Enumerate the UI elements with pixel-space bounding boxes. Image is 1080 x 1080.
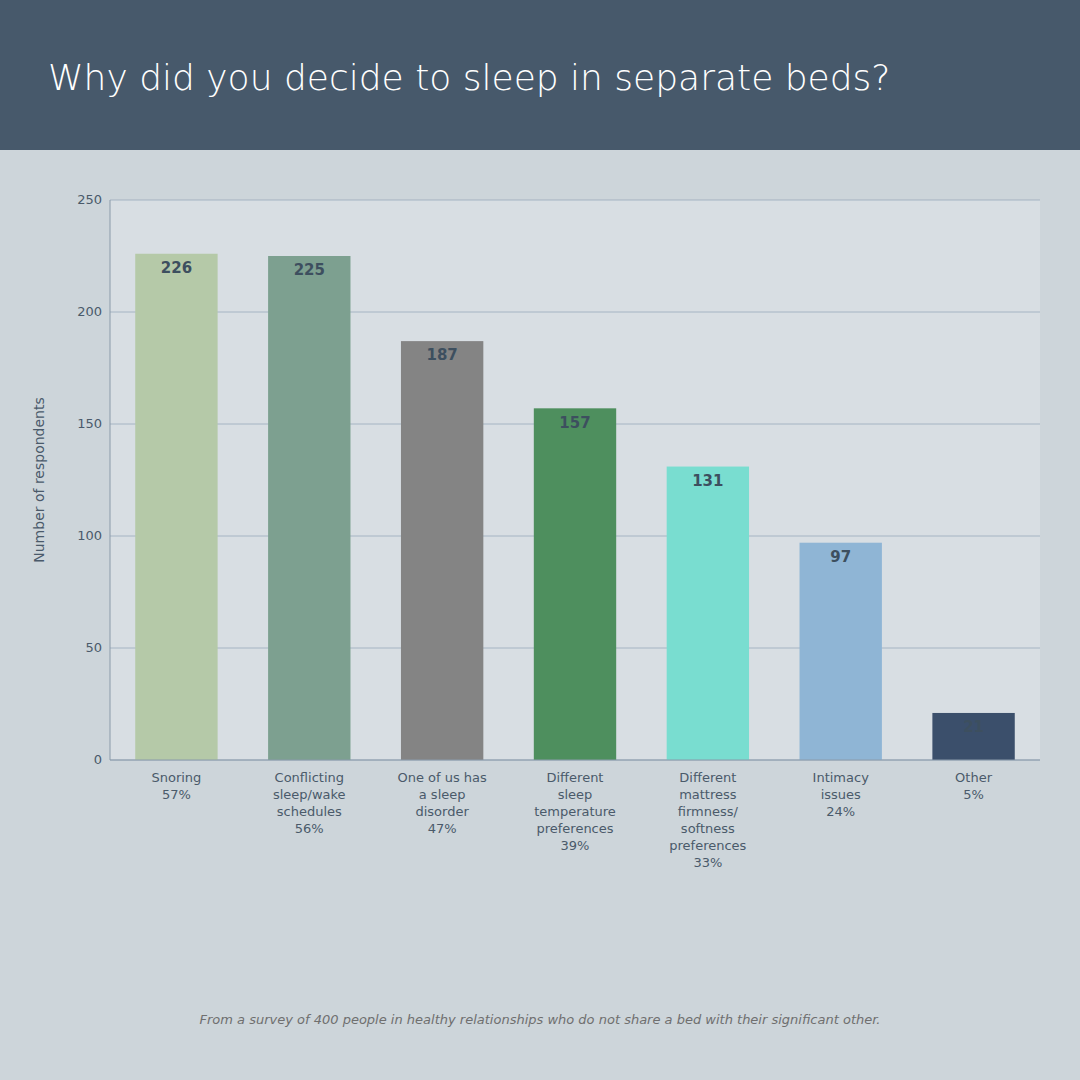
x-tick-label-line: Different [547, 770, 604, 785]
x-tick-label-line: Intimacy [813, 770, 870, 785]
y-tick-label: 0 [94, 752, 102, 767]
x-tick-label-line: firmness/ [678, 804, 739, 819]
bar [135, 254, 217, 760]
bar [800, 543, 882, 760]
x-tick-label-line: 24% [826, 804, 855, 819]
x-tick-label-line: mattress [679, 787, 737, 802]
x-tick-label: One of us has a sleep disorder 47% [397, 770, 487, 836]
x-tick-label-line: a sleep [419, 787, 466, 802]
chart: Why did you decide to sleep in separate … [0, 0, 1080, 1080]
x-tick-label-line: disorder [415, 804, 469, 819]
data-label: 187 [426, 346, 457, 364]
grid-line [110, 760, 1040, 761]
x-tick-label-line: Conflicting [275, 770, 344, 785]
plot-area [110, 200, 1040, 760]
bar [401, 341, 483, 760]
bar [268, 256, 350, 760]
x-tick-label-line: 47% [428, 821, 457, 836]
x-tick-label-line: Different [679, 770, 736, 785]
x-tick-label: Other 5% [955, 770, 993, 802]
bar [534, 408, 616, 760]
y-tick-label: 150 [77, 416, 102, 431]
x-tick-label-line: 56% [295, 821, 324, 836]
grid [110, 200, 1040, 760]
x-tick-label-line: 57% [162, 787, 191, 802]
x-tick-label-line: One of us has [397, 770, 487, 785]
y-axis-line [110, 200, 111, 760]
x-tick-label-line: Other [955, 770, 993, 785]
x-tick-label: Snoring 57% [151, 770, 201, 802]
grid-line [110, 312, 1040, 313]
x-tick-labels: Snoring 57% Conflicting sleep/wake schedules… [151, 770, 992, 870]
x-tick-label: Different mattress firmness/softness prefer… [669, 770, 746, 870]
x-tick-label-line: preferences [669, 838, 746, 853]
title-banner [0, 0, 1080, 150]
y-tick-label: 100 [77, 528, 102, 543]
x-tick-label-line: issues [821, 787, 861, 802]
x-tick-label-line: preferences [536, 821, 613, 836]
background [0, 0, 1080, 1080]
grid-line [110, 200, 1040, 201]
x-tick-label-line: sleep [558, 787, 593, 802]
x-tick-label-line: 33% [693, 855, 722, 870]
data-label: 131 [692, 472, 723, 490]
data-labels: 226 225 187 157 131 97 21 [161, 259, 984, 736]
title: Why did you decide to sleep in separate … [48, 57, 890, 98]
y-tick-label: 250 [77, 192, 102, 207]
x-tick-label-line: Snoring [151, 770, 201, 785]
data-label: 21 [963, 718, 984, 736]
bar [932, 713, 1014, 760]
x-tick-label-line: schedules [277, 804, 342, 819]
footnote: From a survey of 400 people in healthy r… [200, 1012, 881, 1027]
x-tick-label-line: 39% [561, 838, 590, 853]
data-label: 225 [294, 261, 325, 279]
bars [135, 254, 1015, 760]
y-ticks: 0 50 100 150 200 250 [77, 192, 102, 767]
bar [667, 467, 749, 760]
data-label: 226 [161, 259, 192, 277]
x-tick-label: Conflicting sleep/wake schedules 56% [273, 770, 346, 836]
y-tick-label: 200 [77, 304, 102, 319]
x-tick-label: Intimacy issues 24% [813, 770, 870, 819]
y-tick-label: 50 [85, 640, 102, 655]
x-tick-label-line: temperature [534, 804, 616, 819]
x-tick-label-line: softness [681, 821, 735, 836]
x-axis-line [110, 760, 1040, 761]
x-tick-label: Different sleep temperature preferences 39% [534, 770, 616, 853]
x-tick-label-line: sleep/wake [273, 787, 346, 802]
y-axis-label: Number of respondents [31, 397, 47, 562]
data-label: 157 [559, 414, 590, 432]
x-tick-label-line: 5% [963, 787, 984, 802]
data-label: 97 [830, 548, 851, 566]
